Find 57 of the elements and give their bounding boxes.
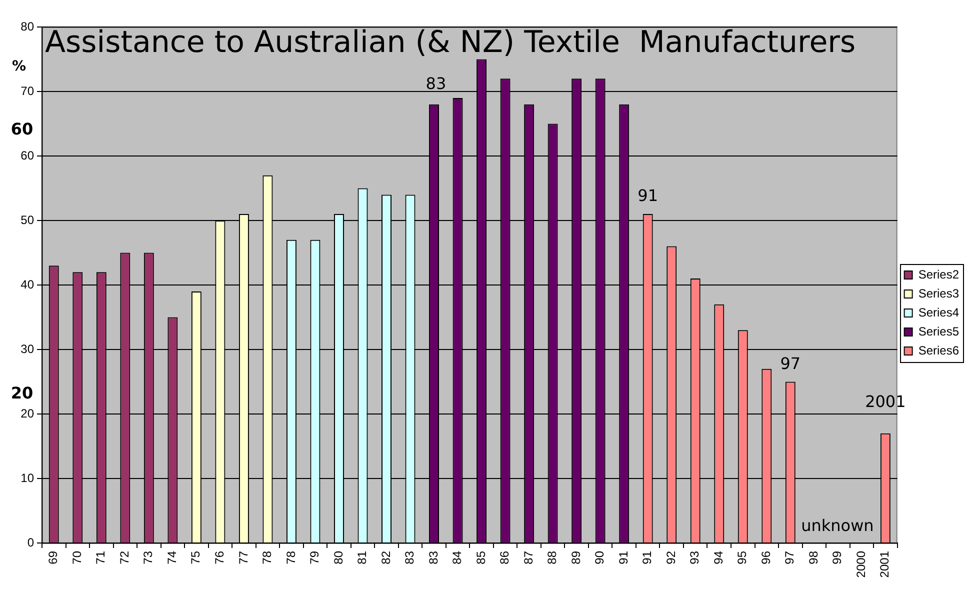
- annotation: 97: [780, 354, 801, 373]
- x-tick-label: 83: [402, 550, 417, 564]
- x-tick-label: 72: [117, 550, 132, 564]
- legend-label: Series5: [918, 324, 960, 338]
- x-tick-label: 88: [545, 550, 560, 564]
- annotation: 83: [426, 74, 446, 93]
- x-tick-label: 85: [474, 550, 488, 564]
- x-tick-label: 2000: [854, 550, 868, 578]
- y-tick-label: 60: [20, 148, 34, 162]
- y-tick-label: 40: [20, 277, 34, 292]
- x-tick-label: 89: [568, 550, 583, 564]
- x-tick-label: 73: [141, 550, 156, 564]
- legend-label: Series6: [918, 343, 960, 358]
- x-tick-label: 97: [782, 550, 797, 564]
- annotation: unknown: [801, 516, 874, 536]
- x-tick-label: 79: [308, 550, 322, 564]
- x-tick-label: 91: [616, 550, 630, 564]
- x-tick-label: 91: [640, 550, 654, 564]
- y-tick-label: 30: [20, 342, 34, 356]
- y-axis-title: %: [12, 58, 26, 75]
- x-tick-label: 71: [94, 550, 108, 564]
- x-tick-label: 96: [758, 550, 773, 564]
- y-tick-label: 80: [20, 19, 34, 34]
- x-tick-label: 99: [830, 550, 844, 564]
- y-tick-label: 20: [20, 406, 34, 420]
- annotation: 2001: [865, 392, 906, 412]
- x-tick-label: 76: [212, 550, 227, 564]
- x-tick-label: 93: [688, 550, 702, 564]
- x-tick-label: 86: [498, 550, 512, 564]
- legend-label: Series3: [918, 286, 960, 300]
- legend-label: Series2: [918, 267, 960, 282]
- x-tick-label: 74: [164, 550, 179, 564]
- chart-title: Assistance to Australian (& NZ) Textile Manufacturers: [45, 25, 856, 60]
- x-tick-label: 87: [521, 550, 536, 564]
- x-tick-label: 70: [70, 550, 84, 564]
- x-tick-label: 2001: [878, 550, 892, 578]
- x-tick-label: 95: [735, 550, 750, 564]
- x-tick-label: 80: [331, 550, 346, 564]
- x-tick-label: 84: [450, 550, 464, 564]
- x-tick-label: 92: [664, 550, 678, 564]
- y-tick-label: 10: [20, 470, 34, 485]
- x-tick-label: 81: [355, 550, 370, 564]
- x-tick-label: 78: [284, 550, 298, 564]
- y-tick-label: 50: [20, 212, 34, 227]
- annotation: 91: [638, 186, 658, 206]
- y-tick-label: 0: [27, 535, 34, 550]
- x-tick-label: 90: [592, 550, 607, 564]
- x-tick-label: 98: [806, 550, 820, 564]
- x-tick-label: 69: [46, 550, 60, 564]
- x-tick-label: 75: [188, 550, 203, 564]
- x-tick-label: 94: [711, 550, 726, 564]
- x-tick-label: 77: [236, 550, 250, 564]
- x-tick-label: 83: [426, 550, 440, 564]
- y-tick-label: 70: [20, 84, 34, 98]
- legend-label: Series4: [918, 305, 960, 320]
- x-tick-label: 82: [378, 550, 393, 564]
- x-tick-label: 78: [260, 550, 274, 564]
